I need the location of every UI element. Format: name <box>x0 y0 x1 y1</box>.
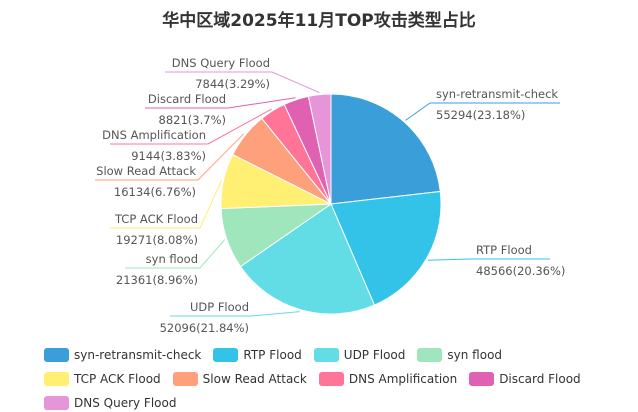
legend-item-slow-read-attack[interactable]: Slow Read Attack <box>172 370 307 388</box>
legend-label: syn-retransmit-check <box>74 348 202 362</box>
legend-item-discard-flood[interactable]: Discard Flood <box>469 370 581 388</box>
slice-label-name: DNS Query Flood <box>172 56 270 70</box>
legend-swatch <box>469 372 495 386</box>
slice-label-name: DNS Amplification <box>102 128 206 142</box>
slice-label-value: 21361(8.96%) <box>116 273 198 287</box>
legend-label: syn flood <box>447 348 503 362</box>
slice-label-value: 7844(3.29%) <box>195 77 270 91</box>
leader-line-tcp-ack-flood <box>110 180 222 229</box>
legend-label: UDP Flood <box>343 348 406 362</box>
chart-title: 华中区域2025年11月TOP攻击类型占比 <box>162 11 476 31</box>
leader-line-discard-flood <box>145 97 296 109</box>
legend-label: Discard Flood <box>499 372 581 386</box>
leader-line-dns-amplification <box>110 108 272 145</box>
slice-label-name: Slow Read Attack <box>96 164 196 178</box>
legend-swatch <box>44 396 69 410</box>
slice-label-value: 8821(3.7%) <box>159 113 226 127</box>
legend-swatch <box>172 372 198 386</box>
legend-swatch <box>213 348 239 362</box>
legend-item-dns-query-flood[interactable]: DNS Query Flood <box>44 394 176 412</box>
leader-line-slow-read-attack <box>95 133 245 181</box>
slice-label-name: syn-retransmit-check <box>436 87 558 101</box>
leader-line-syn-flood <box>125 239 226 269</box>
slice-label-value: 55294(23.18%) <box>436 108 525 122</box>
slice-label-name: syn flood <box>146 252 198 266</box>
legend-label: Slow Read Attack <box>202 372 307 386</box>
legend-item-syn-flood[interactable]: syn flood <box>417 346 502 364</box>
pie-slice-syn-retransmit-check[interactable] <box>330 93 441 205</box>
slice-label-value: 16134(6.76%) <box>114 185 196 199</box>
slice-label-value: 48566(20.36%) <box>476 264 565 278</box>
legend-item-udp-flood[interactable]: UDP Flood <box>313 346 406 364</box>
slice-label-name: Discard Flood <box>148 92 226 106</box>
legend-swatch <box>44 348 69 362</box>
legend-item-syn-retransmit-check[interactable]: syn-retransmit-check <box>44 346 201 364</box>
legend-swatch <box>318 372 344 386</box>
leader-line-rtp-flood <box>427 258 550 261</box>
legend-label: TCP ACK Flood <box>74 372 161 386</box>
legend-item-tcp-ack-flood[interactable]: TCP ACK Flood <box>44 370 161 388</box>
legend: syn-retransmit-check RTP Flood UDP Flood sy… <box>44 346 634 412</box>
legend-item-dns-amplification[interactable]: DNS Amplification <box>318 370 458 388</box>
slice-label-value: 52096(21.84%) <box>160 321 249 335</box>
slice-label-value: 9144(3.83%) <box>131 149 206 163</box>
legend-swatch <box>44 372 69 386</box>
legend-item-rtp-flood[interactable]: RTP Flood <box>213 346 302 364</box>
pie-slice-rtp-flood[interactable] <box>330 190 442 306</box>
slice-label-name: RTP Flood <box>476 243 532 257</box>
pie-slice-udp-flood[interactable] <box>239 203 376 315</box>
leader-line-dns-query-flood <box>165 71 320 94</box>
slice-label-name: TCP ACK Flood <box>114 212 198 226</box>
slice-label-value: 19271(8.08%) <box>116 233 198 247</box>
pie-slice-dns-query-flood[interactable] <box>307 93 332 205</box>
legend-label: DNS Amplification <box>348 372 458 386</box>
leader-line-syn-retransmit-check <box>405 102 560 121</box>
legend-label: RTP Flood <box>243 348 302 362</box>
legend-swatch <box>417 348 443 362</box>
leader-line-udp-flood <box>170 311 301 317</box>
legend-swatch <box>313 348 339 362</box>
legend-label: DNS Query Flood <box>74 396 177 410</box>
slice-label-name: UDP Flood <box>190 300 249 314</box>
